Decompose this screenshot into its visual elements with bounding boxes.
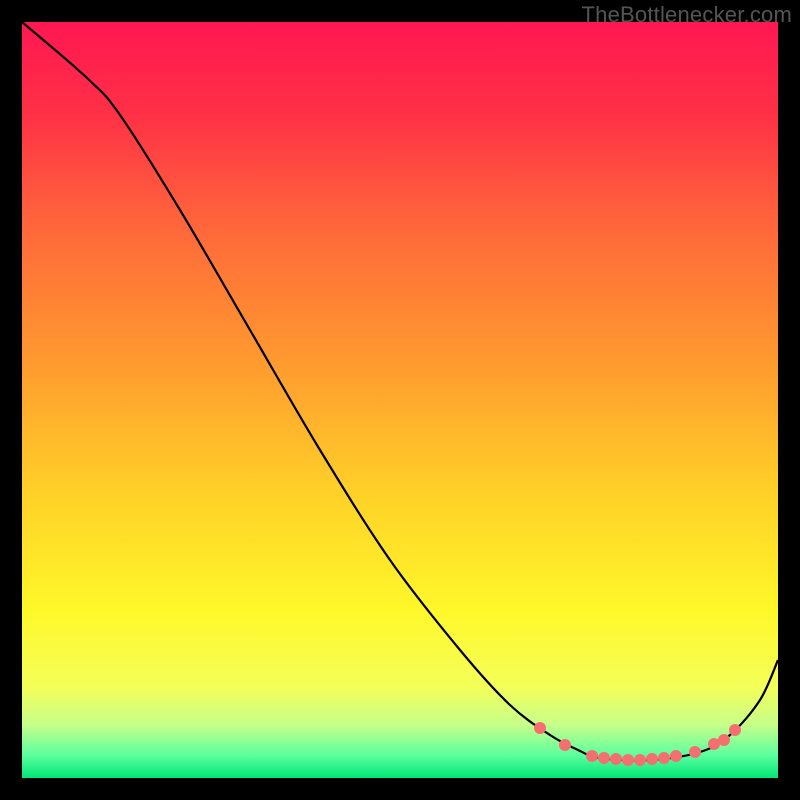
data-marker	[598, 752, 610, 764]
plot-background	[22, 22, 778, 778]
chart-container: TheBottlenecker.com	[0, 0, 800, 800]
data-marker	[610, 753, 622, 765]
data-marker	[586, 750, 598, 762]
data-marker	[559, 739, 571, 751]
data-marker	[622, 754, 634, 766]
watermark-label: TheBottlenecker.com	[582, 2, 792, 28]
data-marker	[718, 734, 730, 746]
data-marker	[646, 753, 658, 765]
data-marker	[689, 746, 701, 758]
data-marker	[729, 724, 741, 736]
data-marker	[534, 722, 546, 734]
data-marker	[634, 754, 646, 766]
data-marker	[670, 750, 682, 762]
bottleneck-chart	[0, 0, 800, 800]
data-marker	[658, 752, 670, 764]
